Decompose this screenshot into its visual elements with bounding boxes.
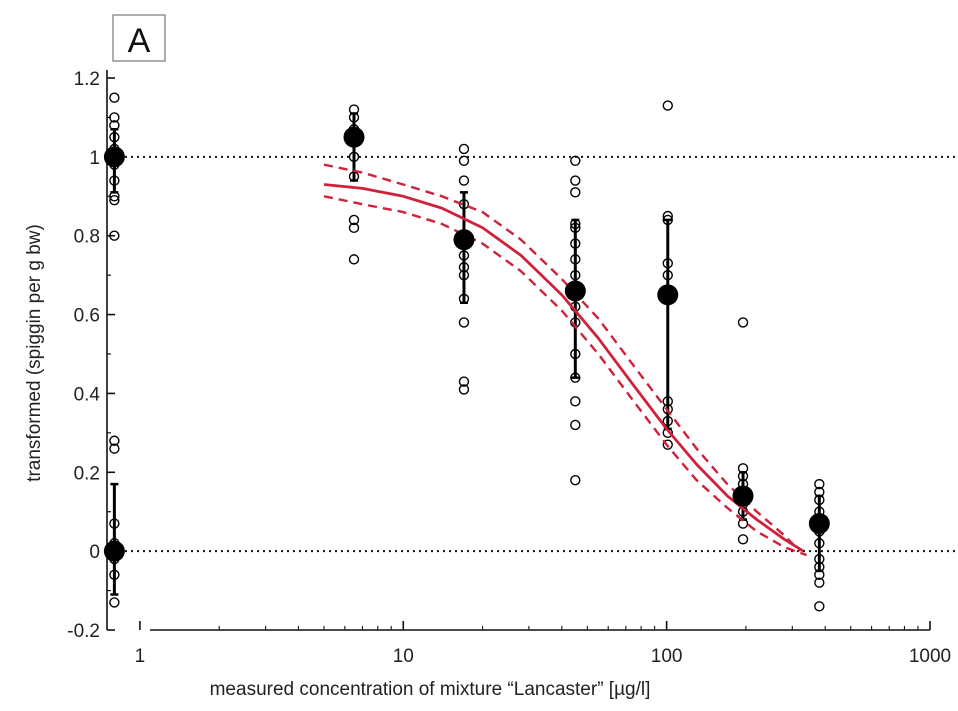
fit-curve (323, 183, 804, 553)
mean-point (103, 146, 125, 168)
mean-point (657, 284, 679, 306)
data-point (458, 384, 470, 395)
y-tick-label: 0.6 (74, 306, 100, 327)
data-point (737, 317, 749, 328)
x-tick-label: 10 (393, 646, 414, 667)
mean-point (808, 513, 830, 535)
y-tick-label: 1 (89, 148, 100, 169)
data-point (109, 112, 120, 123)
confidence-band-upper (323, 163, 801, 552)
y-tick-label: 0.4 (74, 384, 101, 405)
data-point (348, 222, 360, 234)
x-axis-title: measured concentration of mixture “Lanca… (210, 679, 651, 700)
data-point (109, 435, 120, 446)
data-point (662, 100, 673, 111)
data-point (458, 143, 470, 155)
data-point (109, 195, 120, 206)
data-point (814, 478, 825, 490)
mean-point (564, 280, 586, 302)
data-point (814, 577, 825, 588)
data-point (814, 601, 825, 612)
mean-point (343, 126, 365, 148)
data-point (662, 439, 673, 450)
x-tick-label: 1 (135, 646, 146, 667)
x-tick-label: 1000 (909, 646, 951, 667)
y-tick-label: 0.2 (74, 463, 100, 484)
data-point (348, 254, 360, 265)
panel-label-text: A (128, 22, 151, 60)
data-point (109, 597, 120, 608)
data-point (570, 419, 581, 431)
data-point (570, 175, 581, 186)
y-axis-title: transformed (spiggin per g bw) (24, 224, 45, 482)
data-point (737, 534, 749, 545)
data-point (570, 187, 581, 198)
data-point (458, 317, 470, 328)
y-tick-label: 1.2 (74, 69, 100, 90)
y-tick-label: 0 (89, 542, 100, 563)
x-tick-label: 100 (651, 646, 683, 667)
data-point (570, 474, 581, 486)
data-point (458, 155, 470, 167)
data-point (570, 155, 581, 167)
y-tick-label: -0.2 (67, 621, 100, 642)
data-point (570, 396, 581, 407)
data-point (109, 230, 120, 241)
data-point (458, 376, 470, 387)
data-point (109, 443, 120, 454)
y-tick-label: 0.8 (74, 227, 100, 248)
confidence-band-lower (323, 195, 808, 557)
data-point (109, 92, 120, 103)
mean-point (103, 540, 125, 562)
panel-label: A (112, 14, 166, 62)
mean-point (732, 485, 754, 507)
mean-point (453, 229, 475, 251)
data-point (348, 214, 360, 226)
data-point (458, 175, 470, 186)
